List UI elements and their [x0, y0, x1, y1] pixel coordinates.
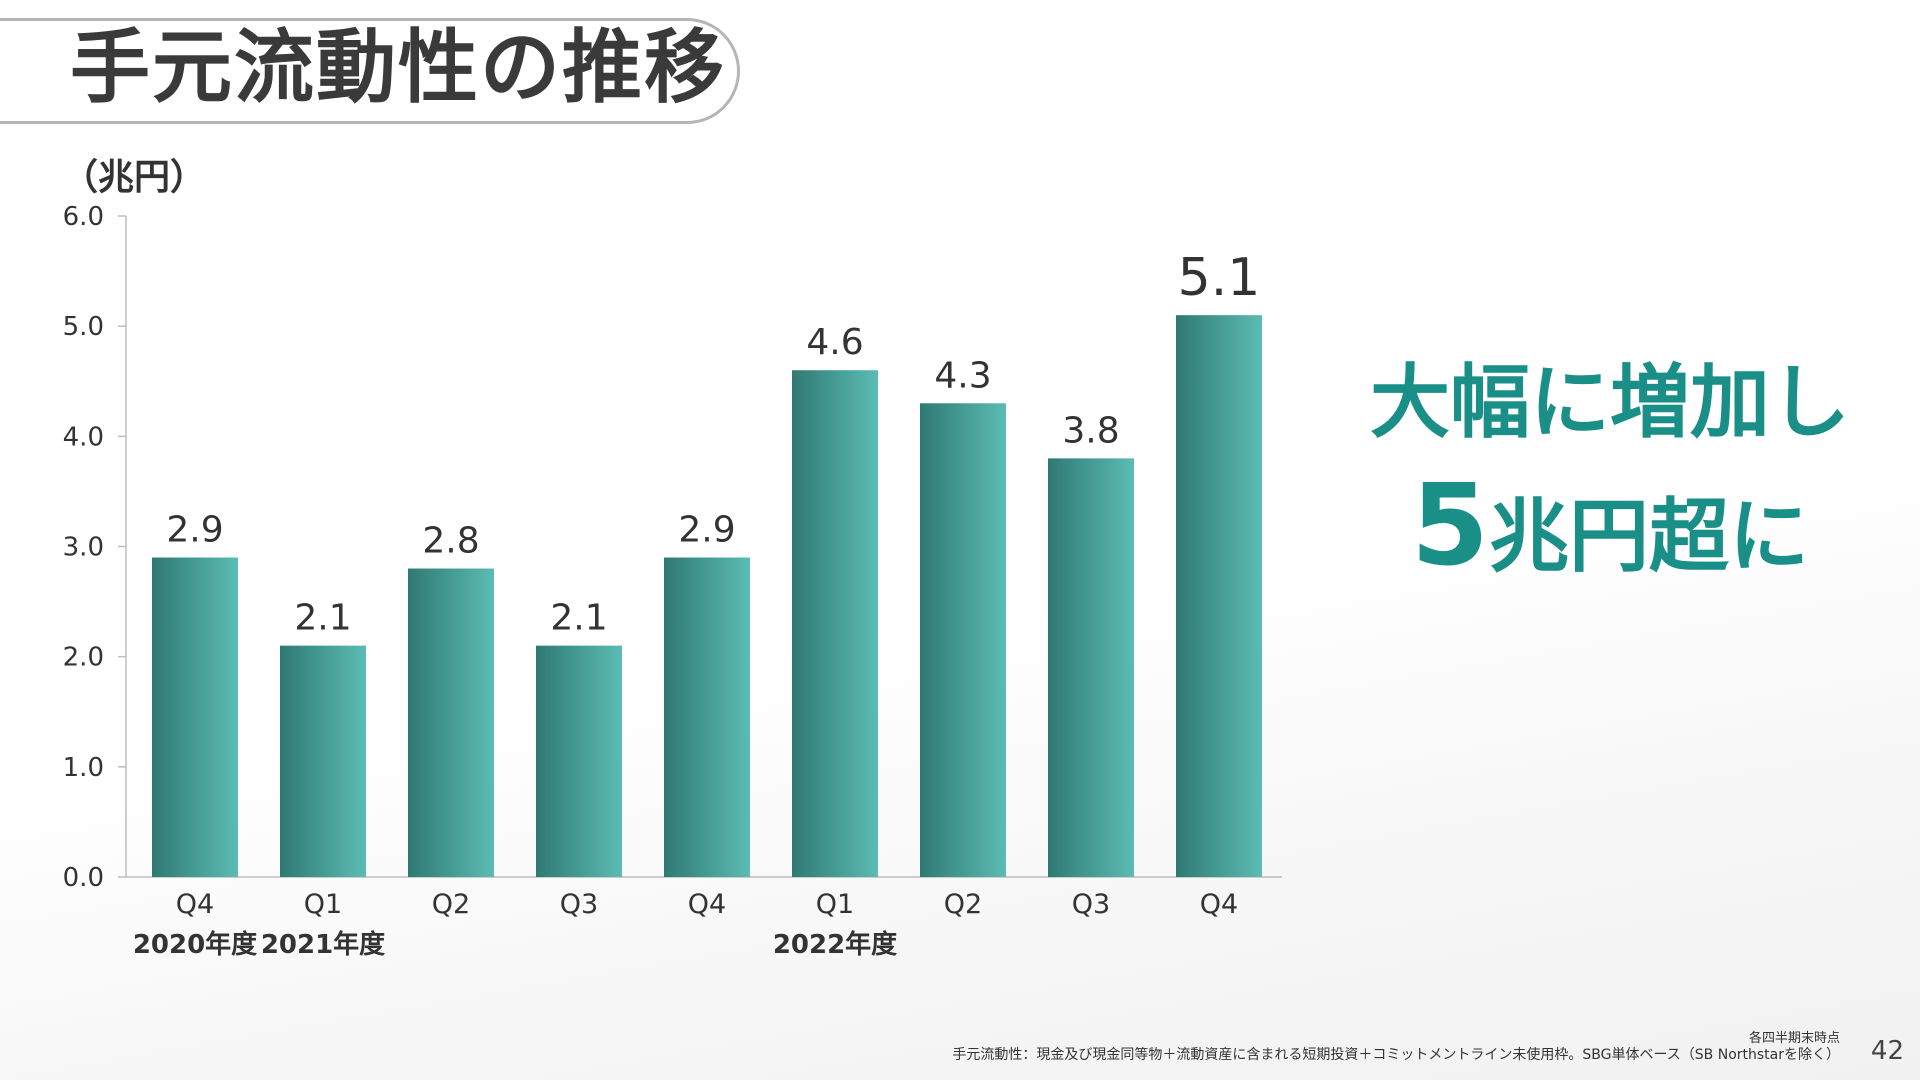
x-tick-label: Q2 [432, 889, 470, 920]
bar-value-label: 3.8 [1062, 410, 1119, 451]
y-tick-label: 5.0 [63, 312, 104, 342]
title-box [0, 18, 740, 124]
x-tick-label: Q2 [944, 889, 982, 920]
fiscal-year-label: 2022年度 [773, 929, 897, 960]
bar [1048, 458, 1134, 877]
page-number: 42 [1870, 1036, 1904, 1066]
y-tick-label: 6.0 [63, 202, 104, 232]
y-tick-label: 1.0 [63, 753, 104, 783]
bar-value-label: 2.9 [166, 510, 223, 551]
bar-value-label: 2.1 [294, 598, 351, 639]
bar [920, 403, 1006, 877]
y-tick-label: 4.0 [63, 422, 104, 452]
x-tick-label: Q1 [816, 889, 854, 920]
x-tick-label: Q3 [560, 889, 598, 920]
x-tick-label: Q4 [688, 889, 726, 920]
bar-value-label: 2.8 [422, 521, 479, 562]
footnote-timing: 各四半期末時点 [1748, 1031, 1840, 1046]
bar [536, 645, 622, 877]
bar [664, 557, 750, 877]
bar [408, 568, 494, 877]
y-tick-label: 2.0 [63, 643, 104, 673]
fiscal-year-label: 2021年度 [261, 929, 385, 960]
y-axis-unit-label: （兆円） [62, 157, 207, 198]
highlight-number: 5 [1411, 461, 1489, 591]
highlight-message: 大幅に増加し 5兆円超に [1360, 355, 1860, 593]
bar-value-label: 4.3 [934, 355, 991, 396]
page-title: 手元流動性の推移 [70, 21, 726, 114]
bar-value-label: 5.1 [1178, 248, 1261, 308]
footnote-definition: 手元流動性：現金及び現金同等物＋流動資産に含まれる短期投資＋コミットメントライン… [952, 1047, 1840, 1063]
x-tick-label: Q1 [304, 889, 342, 920]
x-tick-label: Q4 [1200, 889, 1238, 920]
x-tick-label: Q4 [176, 889, 214, 920]
bar [1176, 315, 1262, 877]
highlight-line-2: 5兆円超に [1360, 459, 1860, 593]
highlight-suffix: 兆円超に [1488, 490, 1809, 583]
bar-value-label: 4.6 [806, 322, 863, 363]
y-tick-label: 3.0 [63, 533, 104, 563]
y-tick-label: 0.0 [63, 863, 104, 893]
bar-value-label: 2.1 [550, 598, 607, 639]
bar [280, 645, 366, 877]
bar [152, 557, 238, 877]
fiscal-year-label: 2020年度 [133, 929, 257, 960]
highlight-line-1: 大幅に増加し [1370, 356, 1850, 449]
bar-value-label: 2.9 [678, 510, 735, 551]
bar [792, 370, 878, 877]
x-tick-label: Q3 [1072, 889, 1110, 920]
